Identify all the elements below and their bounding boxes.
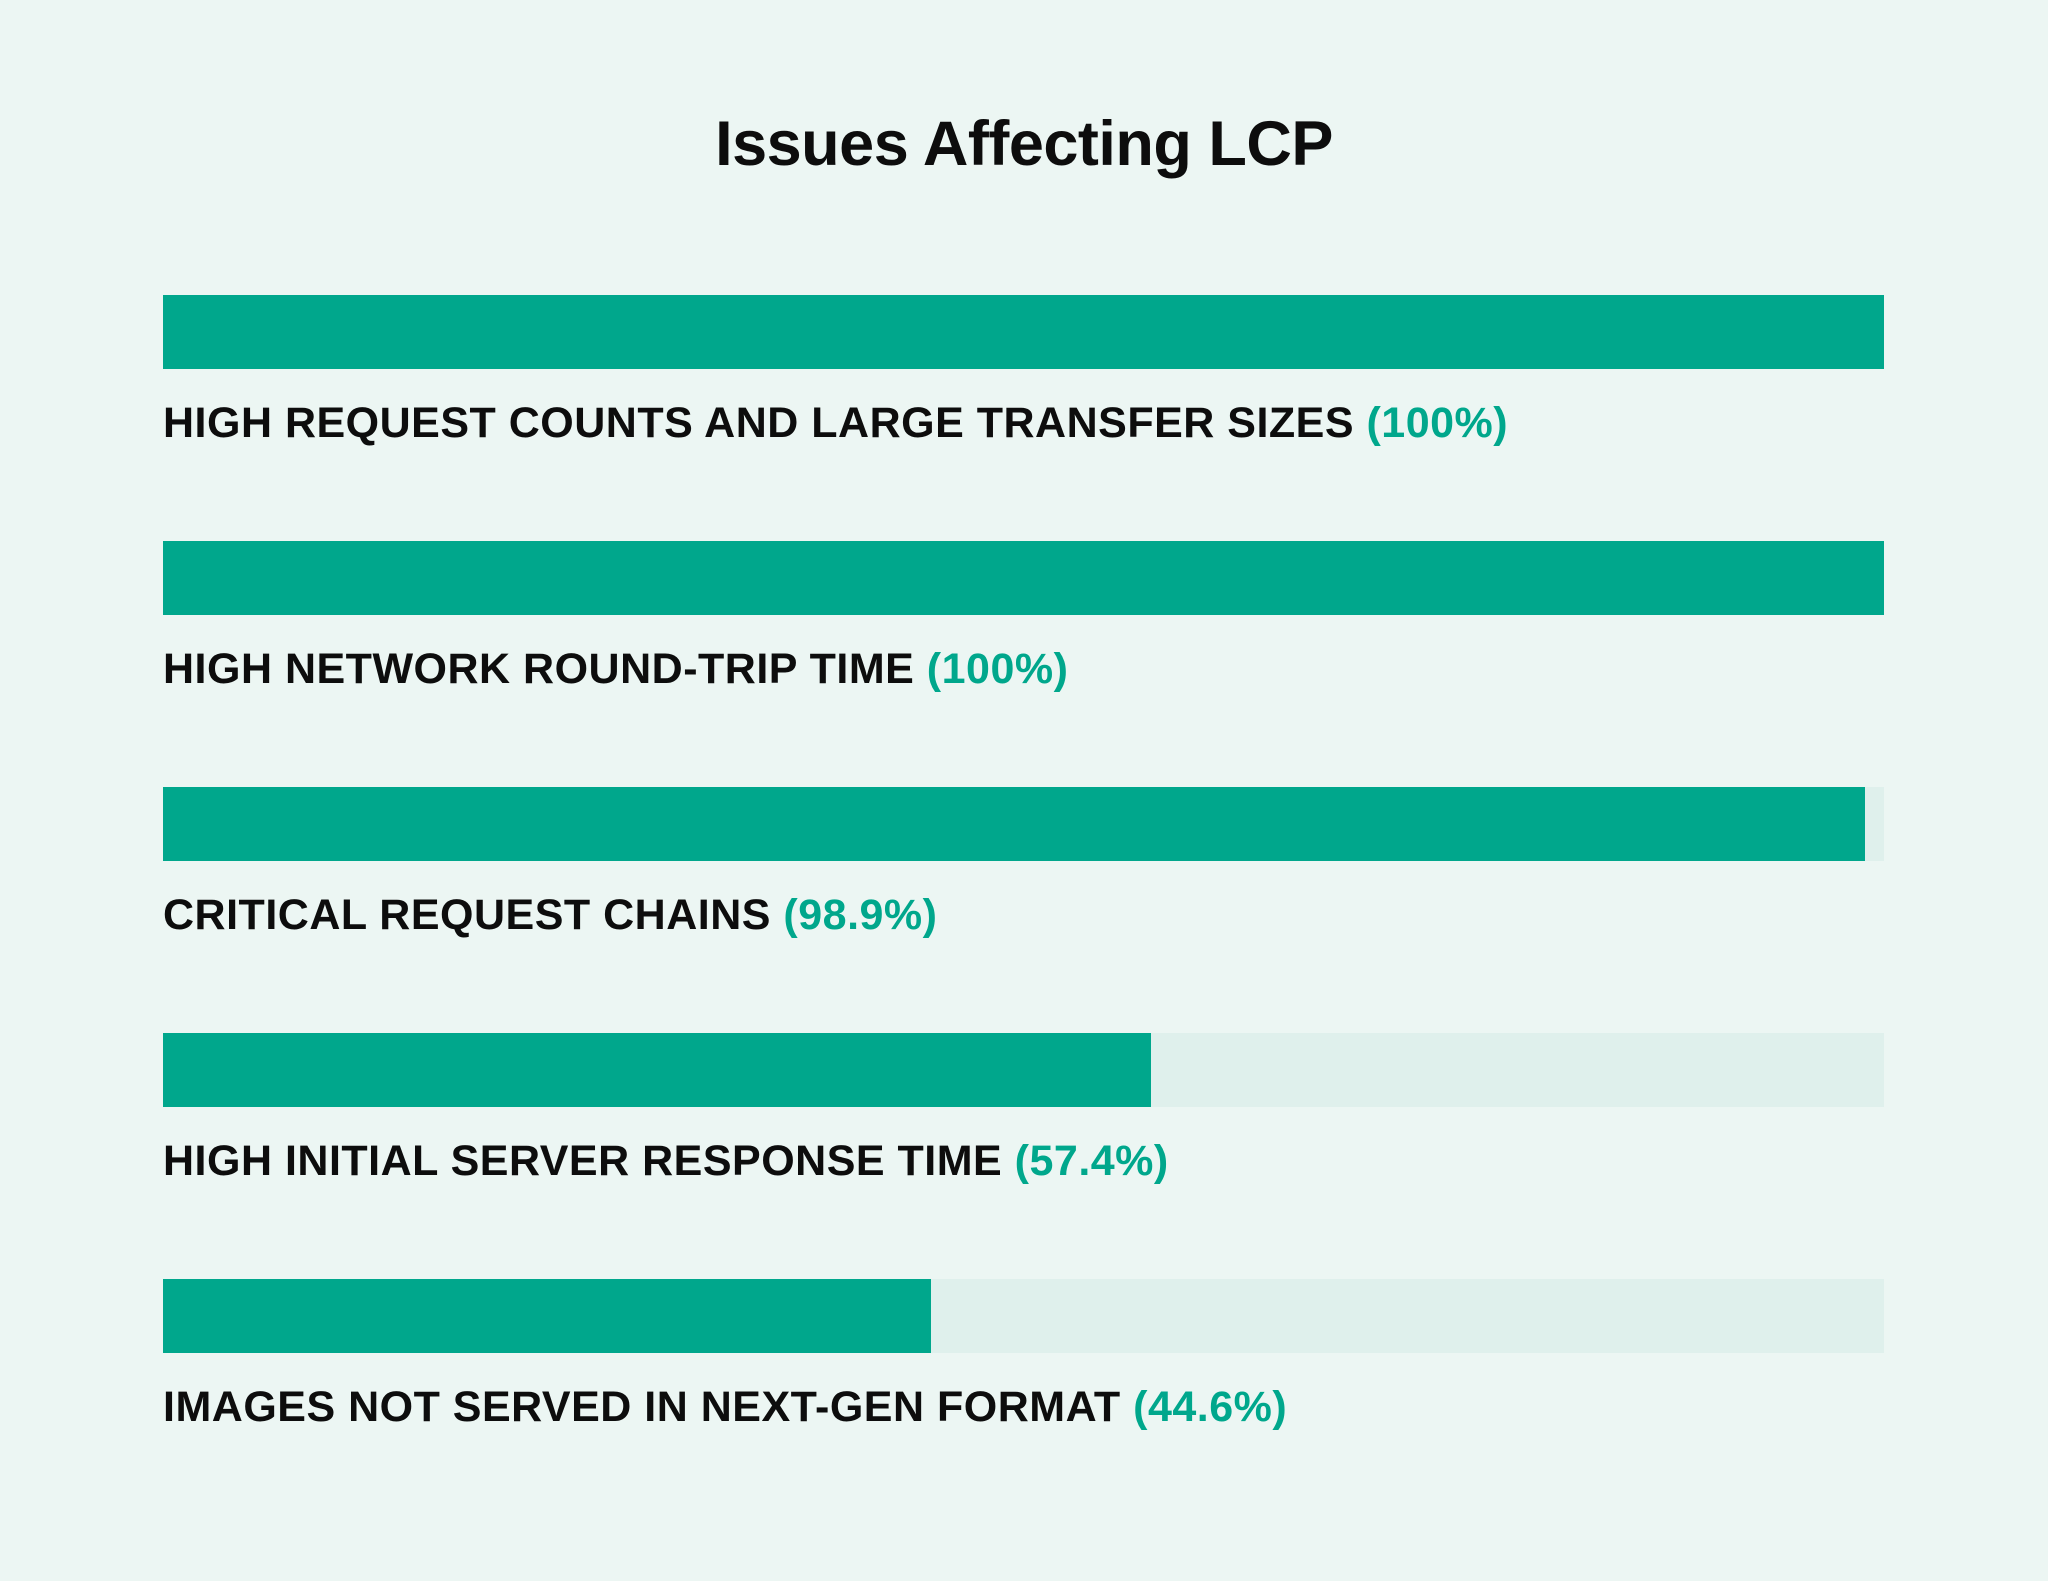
bar-label: IMAGES NOT SERVED IN NEXT-GEN FORMAT (44… <box>163 1383 1884 1432</box>
chart-row: CRITICAL REQUEST CHAINS (98.9%) <box>163 787 1884 1033</box>
bar-track <box>163 295 1884 369</box>
chart-row: HIGH REQUEST COUNTS AND LARGE TRANSFER S… <box>163 295 1884 541</box>
bar-label: CRITICAL REQUEST CHAINS (98.9%) <box>163 891 1884 940</box>
chart-title: Issues Affecting LCP <box>715 109 1333 179</box>
bar-label: HIGH NETWORK ROUND-TRIP TIME (100%) <box>163 645 1884 694</box>
bar-fill <box>163 1033 1151 1107</box>
bar-value-text: (44.6%) <box>1120 1383 1288 1431</box>
bar-track <box>163 787 1884 861</box>
bar-track <box>163 1279 1884 1353</box>
bar-category-text: HIGH INITIAL SERVER RESPONSE TIME <box>163 1137 1003 1185</box>
bar-track <box>163 1033 1884 1107</box>
bar-fill <box>163 295 1884 369</box>
bar-value-text: (57.4%) <box>1002 1137 1169 1185</box>
bar-label: HIGH REQUEST COUNTS AND LARGE TRANSFER S… <box>163 399 1884 448</box>
bar-fill <box>163 1279 931 1353</box>
bar-label: HIGH INITIAL SERVER RESPONSE TIME (57.4%… <box>163 1137 1884 1186</box>
bar-fill <box>163 541 1884 615</box>
bar-track <box>163 541 1884 615</box>
bar-value-text: (100%) <box>1354 399 1509 447</box>
bar-category-text: HIGH NETWORK ROUND-TRIP TIME <box>163 645 915 693</box>
chart-row: HIGH INITIAL SERVER RESPONSE TIME (57.4%… <box>163 1033 1884 1279</box>
bar-category-text: HIGH REQUEST COUNTS AND LARGE TRANSFER S… <box>163 399 1355 447</box>
bar-value-text: (98.9%) <box>770 891 938 939</box>
bar-chart: HIGH REQUEST COUNTS AND LARGE TRANSFER S… <box>163 295 1884 1525</box>
chart-row: IMAGES NOT SERVED IN NEXT-GEN FORMAT (44… <box>163 1279 1884 1525</box>
chart-row: HIGH NETWORK ROUND-TRIP TIME (100%) <box>163 541 1884 787</box>
bar-fill <box>163 787 1866 861</box>
bar-category-text: IMAGES NOT SERVED IN NEXT-GEN FORMAT <box>163 1383 1121 1431</box>
bar-category-text: CRITICAL REQUEST CHAINS <box>163 891 771 939</box>
bar-value-text: (100%) <box>914 645 1069 693</box>
